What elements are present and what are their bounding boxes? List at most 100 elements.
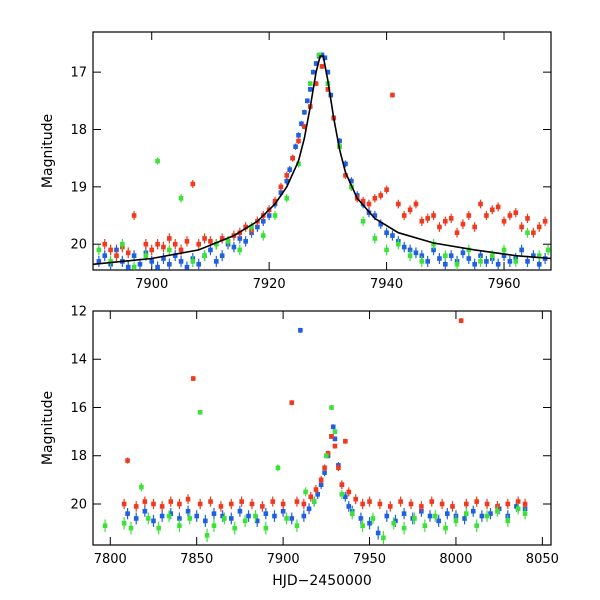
data-point-blue [289,516,295,521]
data-point-blue [231,244,237,250]
data-point-green [177,523,182,529]
data-point-blue [305,98,310,104]
data-point-green [401,525,407,531]
data-point-red [125,458,130,463]
data-point-red [437,224,442,230]
data-point-green [214,241,219,247]
data-point-blue [167,261,172,267]
data-point-green [360,523,365,529]
data-point-green [178,196,184,201]
data-point-green [349,511,355,516]
data-point-red [322,465,327,471]
data-point-blue [296,132,301,138]
data-point-red [208,239,213,244]
x-tick-label: 7900 [135,277,168,292]
data-point-green [329,405,334,410]
data-point-red [284,173,290,178]
data-point-red [228,501,234,507]
data-point-red [332,443,338,449]
data-point-red [290,155,295,161]
data-point-red [464,501,469,507]
data-point-blue [151,518,156,524]
data-point-green [294,523,300,529]
data-point-green [272,213,278,218]
data-point-red [301,501,307,507]
data-point-blue [443,261,448,267]
data-point-red [161,244,166,250]
data-point-red [425,216,430,221]
data-point-blue [501,253,507,258]
data-point-red [243,224,248,230]
data-point-red [343,438,348,444]
bottom-panel: 7800 7850 7900 7950 8000 8050 12 14 16 18 20 Magnit… [40,305,559,590]
data-point-red [289,400,295,405]
data-point-blue [313,61,319,66]
y-tick-label: 19 [70,180,87,195]
data-point-green [121,520,127,526]
data-point-blue [185,508,191,514]
data-point-blue [237,236,243,241]
x-tick-label: 7900 [267,552,300,567]
data-point-red [478,201,483,207]
data-point-green [391,520,397,526]
data-point-blue [159,513,165,519]
data-point-blue [214,259,219,264]
model-curve [93,55,551,266]
data-point-blue [161,256,166,261]
x-tick-label: 7940 [370,277,403,292]
data-point-red [515,499,521,504]
data-point-blue [472,261,477,267]
data-point-blue [287,167,293,172]
data-point-green [381,535,386,541]
data-point-green [453,518,459,524]
data-point-blue [315,492,320,497]
data-point-red [280,501,286,507]
data-point-blue [495,261,501,267]
data-point-green [260,233,266,238]
data-point-green [232,525,238,531]
data-point-blue [184,264,190,270]
data-point-blue [337,138,342,144]
data-point-red [208,499,213,504]
data-point-red [501,218,507,224]
y-tick-label: 14 [70,353,87,368]
data-point-blue [293,144,298,149]
data-point-blue [142,508,148,514]
data-point-blue [280,508,286,514]
data-point-blue [531,253,536,258]
data-point-red [474,499,479,504]
data-point-green [372,236,378,241]
data-point-blue [330,424,336,430]
data-point-red [390,92,395,98]
data-point-green [102,523,108,529]
data-point-red [505,501,511,507]
data-point-blue [343,494,348,500]
data-point-red [260,504,265,509]
data-point-blue [378,221,384,227]
data-point-blue [507,259,513,264]
data-point-blue [358,516,364,521]
data-point-green [484,513,490,519]
data-point-blue [346,504,352,509]
data-point-red [149,247,155,253]
data-point-green [253,513,258,519]
data-point-blue [536,261,542,267]
data-point-green [128,525,134,531]
data-point-blue [519,247,524,253]
data-point-red [296,138,301,144]
data-point-blue [525,259,530,264]
data-point-blue [322,470,327,475]
data-point-blue [478,253,483,258]
data-point-green [263,525,269,531]
data-point-green [242,518,248,524]
data-point-blue [302,109,307,115]
data-point-green [545,247,551,253]
data-point-red [108,247,113,253]
data-point-blue [436,518,441,524]
data-point-green [412,516,417,521]
data-point-red [121,501,127,507]
x-tick-label: 7950 [353,552,386,567]
data-point-red [151,501,156,507]
data-point-red [360,198,366,204]
data-point-blue [318,482,324,487]
